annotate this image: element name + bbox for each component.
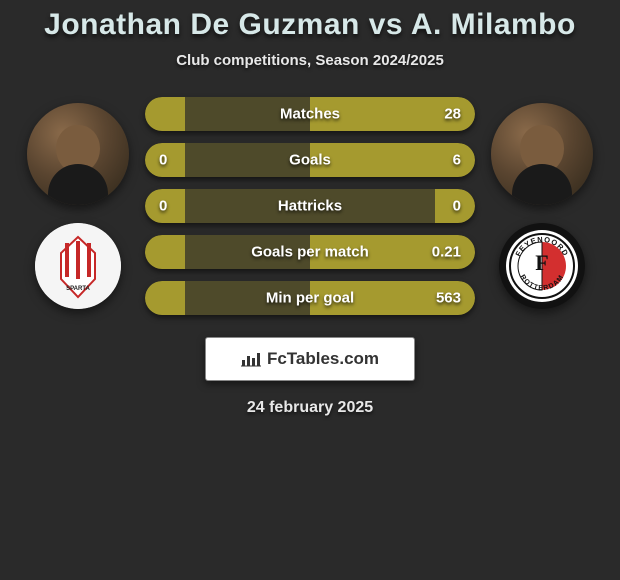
stat-right-value: 0.21	[432, 244, 461, 261]
stat-label: Hattricks	[278, 198, 342, 215]
player1-avatar	[27, 103, 129, 205]
stat-bars: Matches 28 0 Goals 6 0 Hattricks 0	[145, 97, 475, 315]
stat-right-value: 563	[436, 290, 461, 307]
stat-fill-left	[145, 281, 185, 315]
stat-fill-left	[145, 235, 185, 269]
stat-right-value: 28	[444, 106, 461, 123]
stat-label: Matches	[280, 106, 340, 123]
stat-label: Goals	[289, 152, 331, 169]
page-title: Jonathan De Guzman vs A. Milambo	[44, 8, 576, 42]
player2-club-logo: F FEYENOORD ROTTERDAM	[499, 223, 585, 309]
left-side: SPARTA	[27, 97, 129, 309]
feyenoord-logo-icon: F FEYENOORD ROTTERDAM	[499, 223, 585, 309]
subtitle: Club competitions, Season 2024/2025	[176, 52, 444, 69]
svg-text:SPARTA: SPARTA	[66, 286, 90, 292]
vs-label: vs	[369, 8, 403, 41]
stat-row-gpm: Goals per match 0.21	[145, 235, 475, 269]
stat-left-value: 0	[159, 152, 167, 169]
brand-box: FcTables.com	[205, 337, 415, 381]
right-side: F FEYENOORD ROTTERDAM	[491, 97, 593, 309]
stat-row-goals: 0 Goals 6	[145, 143, 475, 177]
player1-club-logo: SPARTA	[35, 223, 121, 309]
player2-avatar	[491, 103, 593, 205]
stat-right-value: 6	[453, 152, 461, 169]
player2-name: A. Milambo	[411, 8, 576, 41]
sparta-logo-icon: SPARTA	[35, 223, 121, 309]
player1-name: Jonathan De Guzman	[44, 8, 360, 41]
stat-row-mpg: Min per goal 563	[145, 281, 475, 315]
footer: FcTables.com 24 february 2025	[205, 337, 415, 417]
stat-row-matches: Matches 28	[145, 97, 475, 131]
stat-label: Min per goal	[266, 290, 354, 307]
svg-text:F: F	[535, 250, 548, 275]
stat-left-value: 0	[159, 198, 167, 215]
brand-text: FcTables.com	[267, 349, 379, 369]
bar-chart-icon	[241, 351, 261, 367]
stat-fill-left	[145, 97, 185, 131]
stat-fill-right	[310, 143, 475, 177]
comparison-panel: SPARTA Matches 28 0 Goals	[0, 97, 620, 315]
stat-right-value: 0	[453, 198, 461, 215]
date-text: 24 february 2025	[247, 399, 373, 417]
stat-label: Goals per match	[251, 244, 369, 261]
stat-row-hattricks: 0 Hattricks 0	[145, 189, 475, 223]
